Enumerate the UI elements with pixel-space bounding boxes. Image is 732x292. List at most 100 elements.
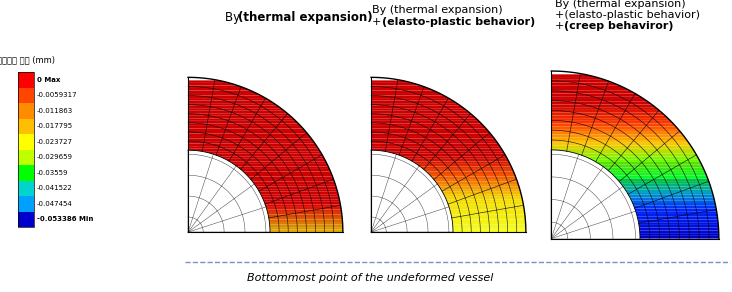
Polygon shape <box>627 192 713 195</box>
Text: 수직방향 변위 (mm): 수직방향 변위 (mm) <box>0 55 55 64</box>
Polygon shape <box>266 209 342 212</box>
Polygon shape <box>438 184 519 187</box>
Polygon shape <box>253 182 335 184</box>
Polygon shape <box>188 141 315 144</box>
Polygon shape <box>600 165 703 167</box>
Polygon shape <box>551 140 689 143</box>
Polygon shape <box>371 131 490 133</box>
Polygon shape <box>551 77 605 80</box>
Polygon shape <box>267 212 342 214</box>
Text: -0.029659: -0.029659 <box>37 154 73 160</box>
Polygon shape <box>453 227 526 230</box>
Polygon shape <box>441 189 520 192</box>
Polygon shape <box>188 146 318 149</box>
Polygon shape <box>638 222 718 225</box>
Text: (thermal expansion): (thermal expansion) <box>238 11 373 25</box>
Polygon shape <box>371 126 486 128</box>
Polygon shape <box>551 93 640 96</box>
Polygon shape <box>371 83 420 86</box>
Polygon shape <box>551 148 694 151</box>
Polygon shape <box>259 192 338 194</box>
Text: By (thermal expansion): By (thermal expansion) <box>372 5 503 15</box>
Polygon shape <box>188 144 317 146</box>
Polygon shape <box>448 204 524 207</box>
Text: -0.023727: -0.023727 <box>37 139 73 145</box>
Text: (elasto-plastic behavior): (elasto-plastic behavior) <box>382 17 535 27</box>
Polygon shape <box>188 121 298 124</box>
Polygon shape <box>639 225 719 228</box>
Text: 0 Max: 0 Max <box>37 77 60 83</box>
Bar <box>18 119 34 134</box>
Polygon shape <box>248 177 334 179</box>
Polygon shape <box>371 118 479 121</box>
Polygon shape <box>268 214 342 217</box>
Polygon shape <box>452 222 526 225</box>
Polygon shape <box>551 115 668 118</box>
Polygon shape <box>449 207 524 209</box>
Polygon shape <box>631 200 715 203</box>
Polygon shape <box>188 93 261 95</box>
Text: -0.0059317: -0.0059317 <box>37 92 78 98</box>
Polygon shape <box>611 173 706 175</box>
Polygon shape <box>423 169 513 171</box>
Polygon shape <box>188 131 307 133</box>
Polygon shape <box>263 199 340 202</box>
Polygon shape <box>450 212 525 214</box>
Polygon shape <box>188 80 229 83</box>
Polygon shape <box>551 102 651 105</box>
Polygon shape <box>237 166 329 169</box>
Polygon shape <box>188 136 311 139</box>
Polygon shape <box>619 181 709 184</box>
Polygon shape <box>264 202 340 204</box>
Text: +: + <box>372 17 381 27</box>
Polygon shape <box>625 189 712 192</box>
Polygon shape <box>371 124 484 126</box>
Polygon shape <box>621 184 711 187</box>
Polygon shape <box>439 187 520 189</box>
Polygon shape <box>395 154 506 156</box>
Polygon shape <box>551 107 659 110</box>
Text: Bottommost point of the undeformed vessel: Bottommost point of the undeformed vesse… <box>247 273 493 283</box>
Text: -0.011863: -0.011863 <box>37 108 73 114</box>
Polygon shape <box>371 136 494 139</box>
Polygon shape <box>188 101 274 103</box>
Polygon shape <box>188 98 269 101</box>
Bar <box>18 180 34 196</box>
Polygon shape <box>551 91 635 93</box>
Polygon shape <box>551 137 687 140</box>
Polygon shape <box>417 164 511 166</box>
Polygon shape <box>188 103 277 106</box>
Polygon shape <box>433 179 518 182</box>
Polygon shape <box>371 111 470 113</box>
Polygon shape <box>551 121 673 124</box>
Polygon shape <box>452 225 526 227</box>
Polygon shape <box>188 108 284 111</box>
Polygon shape <box>630 197 714 200</box>
Polygon shape <box>188 116 293 118</box>
Polygon shape <box>188 88 250 91</box>
Polygon shape <box>212 154 323 156</box>
Polygon shape <box>449 209 525 212</box>
Polygon shape <box>188 113 290 116</box>
Polygon shape <box>551 126 678 129</box>
Polygon shape <box>446 199 523 202</box>
Polygon shape <box>604 167 704 170</box>
Polygon shape <box>371 86 427 88</box>
Polygon shape <box>246 174 332 177</box>
Polygon shape <box>266 207 341 209</box>
Polygon shape <box>371 141 498 144</box>
Polygon shape <box>188 128 305 131</box>
Polygon shape <box>371 139 496 141</box>
Polygon shape <box>634 206 716 208</box>
Polygon shape <box>640 236 719 239</box>
Polygon shape <box>551 118 671 121</box>
Polygon shape <box>436 182 518 184</box>
Polygon shape <box>188 139 313 141</box>
Polygon shape <box>426 171 515 174</box>
Polygon shape <box>638 220 718 222</box>
Bar <box>18 134 34 150</box>
Polygon shape <box>270 230 343 232</box>
Polygon shape <box>269 222 343 225</box>
Polygon shape <box>371 128 488 131</box>
Bar <box>18 72 34 88</box>
